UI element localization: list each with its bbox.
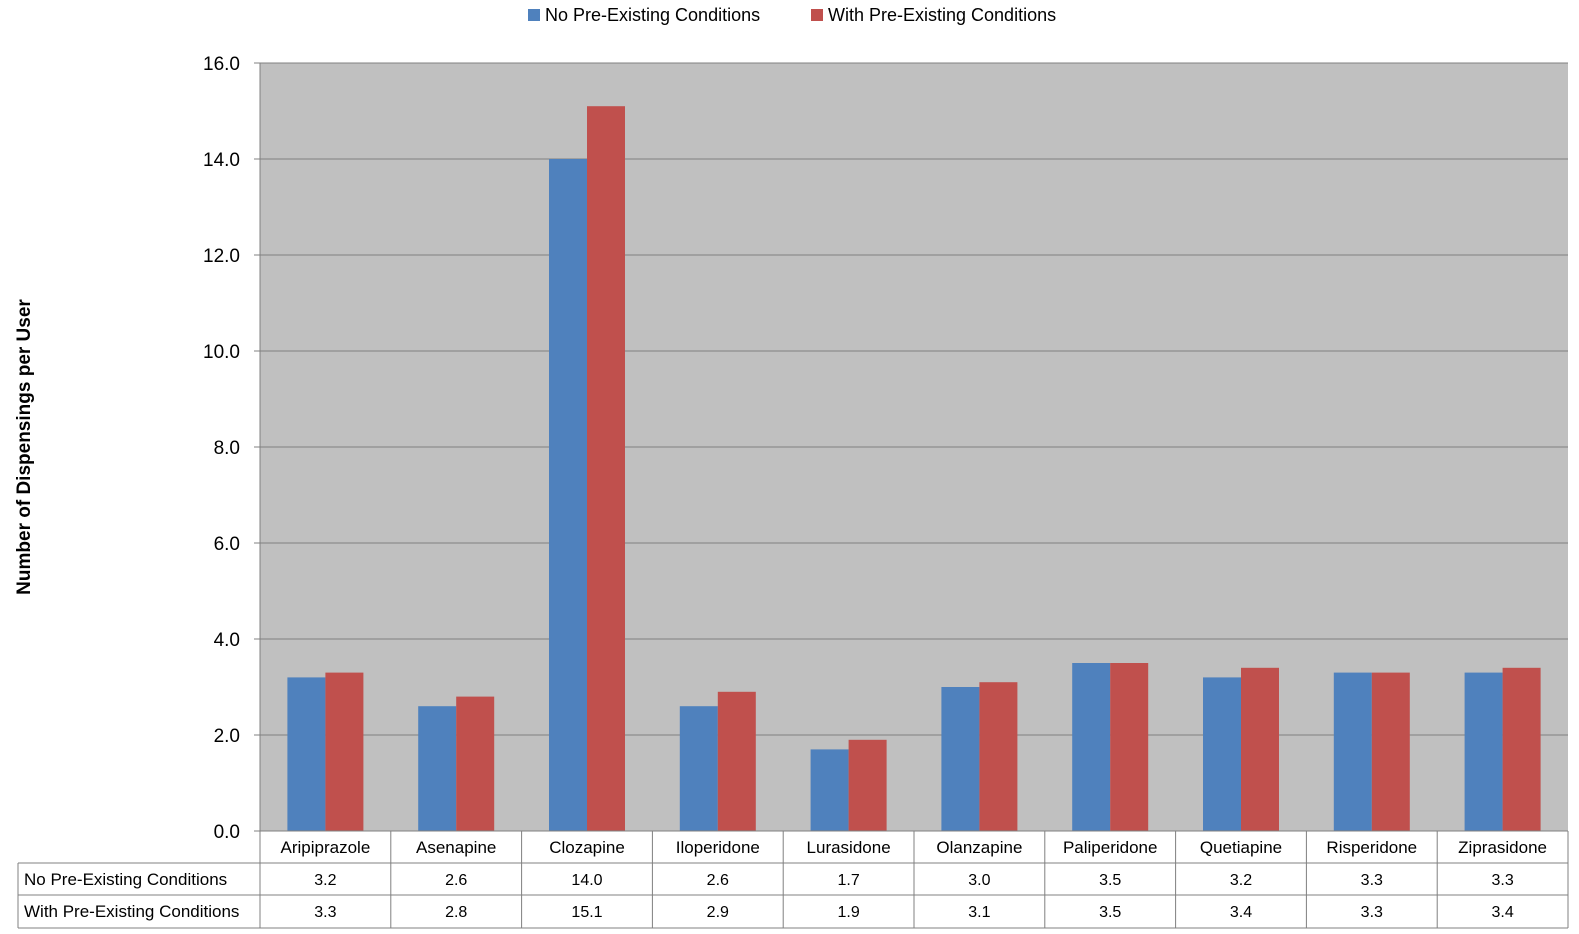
y-tick-label: 16.0 [203, 54, 240, 75]
y-tick-label: 6.0 [214, 534, 240, 555]
data-label: 2.8 [445, 904, 467, 921]
x-tick-label: Asenapine [416, 838, 496, 857]
data-label: 3.3 [1361, 904, 1383, 921]
bar-with-pre-existing-quetiapine [1241, 667, 1279, 831]
bar-no-pre-existing-ziprasidone [1464, 672, 1503, 831]
data-label: 3.3 [1361, 872, 1383, 889]
y-tick-label: 0.0 [214, 822, 240, 843]
bar-with-pre-existing-aripiprazole [325, 672, 364, 831]
x-tick-label: Olanzapine [936, 838, 1022, 857]
data-label: 3.2 [314, 872, 336, 889]
table-row-header: No Pre-Existing Conditions [24, 870, 227, 889]
data-label: 3.0 [968, 872, 990, 889]
data-label: 3.5 [1099, 872, 1121, 889]
data-label: 15.1 [571, 904, 602, 921]
bar-with-pre-existing-ziprasidone [1502, 667, 1541, 831]
data-label: 1.9 [837, 904, 859, 921]
bar-no-pre-existing-paliperidone [1072, 663, 1111, 831]
data-label: 3.5 [1099, 904, 1121, 921]
data-label: 3.1 [968, 904, 990, 921]
y-tick-label: 10.0 [203, 342, 240, 363]
bar-no-pre-existing-risperidone [1333, 672, 1372, 831]
y-tick-label: 2.0 [214, 726, 240, 747]
bar-no-pre-existing-iloperidone [679, 706, 718, 831]
bar-no-pre-existing-aripiprazole [287, 677, 326, 831]
y-tick-label: 14.0 [203, 150, 240, 171]
legend-swatch [528, 9, 540, 21]
legend-entry: With Pre-Existing Conditions [828, 5, 1056, 25]
bar-no-pre-existing-olanzapine [941, 687, 980, 831]
data-label: 3.4 [1491, 904, 1513, 921]
legend-entry: No Pre-Existing Conditions [545, 5, 760, 25]
table-row-header: With Pre-Existing Conditions [24, 902, 239, 921]
bar-no-pre-existing-clozapine [549, 159, 587, 831]
data-label: 2.9 [707, 904, 729, 921]
bar-with-pre-existing-olanzapine [979, 682, 1018, 831]
y-tick-label: 4.0 [214, 630, 240, 651]
x-tick-label: Aripiprazole [281, 838, 371, 857]
bar-with-pre-existing-clozapine [587, 106, 625, 831]
bar-with-pre-existing-risperidone [1371, 672, 1410, 831]
y-tick-label: 12.0 [203, 246, 240, 267]
y-tick-label: 8.0 [214, 438, 240, 459]
data-label: 2.6 [445, 872, 467, 889]
legend: No Pre-Existing Conditions With Pre-Exist… [528, 5, 1056, 25]
x-tick-label: Ziprasidone [1458, 838, 1547, 857]
bar-with-pre-existing-paliperidone [1110, 663, 1149, 831]
data-label: 1.7 [837, 872, 859, 889]
y-axis: 0.0 2.0 4.0 6.0 8.0 10.0 12.0 14.0 16.0 [203, 54, 261, 843]
data-label: 3.4 [1230, 904, 1252, 921]
x-tick-label: Lurasidone [807, 838, 891, 857]
bar-no-pre-existing-lurasidone [810, 749, 849, 831]
x-tick-label: Iloperidone [676, 838, 760, 857]
data-label: 14.0 [571, 872, 602, 889]
bar-with-pre-existing-iloperidone [717, 691, 756, 831]
data-label: 3.3 [314, 904, 336, 921]
x-tick-label: Quetiapine [1200, 838, 1282, 857]
x-tick-label: Risperidone [1326, 838, 1417, 857]
bars [287, 106, 1541, 831]
data-label: 2.6 [707, 872, 729, 889]
x-tick-label: Clozapine [549, 838, 625, 857]
x-tick-label: Paliperidone [1063, 838, 1158, 857]
data-label: 3.2 [1230, 872, 1252, 889]
y-axis-label: Number of Dispensings per User [14, 299, 35, 595]
bar-no-pre-existing-asenapine [418, 706, 457, 831]
data-table: Aripiprazole Asenapine Clozapine Iloperidon… [17, 830, 1569, 929]
bar-with-pre-existing-lurasidone [848, 739, 887, 831]
data-label: 3.3 [1491, 872, 1513, 889]
legend-swatch [811, 9, 823, 21]
bar-with-pre-existing-asenapine [456, 696, 495, 831]
bar-no-pre-existing-quetiapine [1203, 677, 1241, 831]
